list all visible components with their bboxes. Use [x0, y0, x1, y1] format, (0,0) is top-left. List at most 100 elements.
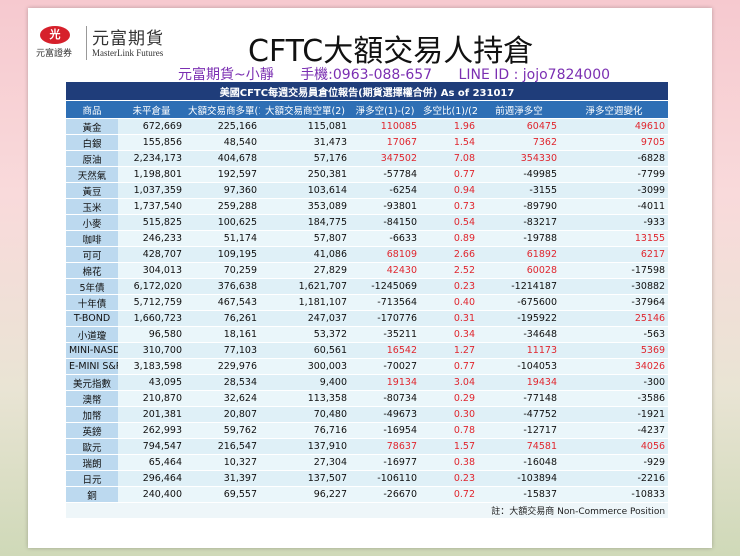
- cell: -12717: [478, 422, 560, 439]
- cell: 60475: [478, 118, 560, 135]
- row-label: 銅: [66, 486, 118, 503]
- cell: 19434: [478, 374, 560, 391]
- row-label: T-BOND: [66, 310, 118, 327]
- cell: 49610: [560, 118, 669, 135]
- cell: 42430: [350, 262, 420, 279]
- table: 美國CFTC每週交易員倉位報告(期貨選擇權合併) As of 231017 商品…: [66, 82, 669, 519]
- cell: 31,397: [185, 470, 260, 487]
- row-label: 天然氣: [66, 166, 118, 183]
- table-row: 原油 2,234,173 404,678 57,176 347502 7.08 354330…: [66, 150, 669, 167]
- cell: -6254: [350, 182, 420, 199]
- cell: 0.89: [420, 230, 478, 247]
- contact-phone: 手機:0963-088-657: [300, 67, 433, 83]
- cell: 13155: [560, 230, 669, 247]
- cell: 310,700: [118, 342, 185, 359]
- cell: 0.77: [420, 166, 478, 183]
- table-row: 美元指數 43,095 28,534 9,400 19134 3.04 19434 -300: [66, 374, 669, 391]
- row-label: 美元指數: [66, 374, 118, 391]
- cell: 137,507: [260, 470, 350, 487]
- cell: -7799: [560, 166, 669, 183]
- cell: -195922: [478, 310, 560, 327]
- cell: 109,195: [185, 246, 260, 263]
- cell: 65,464: [118, 454, 185, 471]
- cell: 115,081: [260, 118, 350, 135]
- cell: 0.30: [420, 406, 478, 423]
- cell: 247,037: [260, 310, 350, 327]
- row-label: 加幣: [66, 406, 118, 423]
- cell: 32,624: [185, 390, 260, 407]
- cell: 225,166: [185, 118, 260, 135]
- cell: 229,976: [185, 358, 260, 375]
- row-label: 歐元: [66, 438, 118, 455]
- cell: -49673: [350, 406, 420, 423]
- cell: -3155: [478, 182, 560, 199]
- cell: 404,678: [185, 150, 260, 167]
- cell: 672,669: [118, 118, 185, 135]
- logo-sub: 元富證券: [36, 49, 73, 59]
- cell: 100,625: [185, 214, 260, 231]
- cell: 18,161: [185, 326, 260, 343]
- cell: -15837: [478, 486, 560, 503]
- cell: 74581: [478, 438, 560, 455]
- cell: 27,829: [260, 262, 350, 279]
- cell: 60,561: [260, 342, 350, 359]
- cell: -106110: [350, 470, 420, 487]
- cell: -30882: [560, 278, 669, 295]
- cell: 1.57: [420, 438, 478, 455]
- logo-separator: [86, 26, 87, 60]
- row-label: MINI-NASDAQ: [66, 342, 118, 359]
- cell: -675600: [478, 294, 560, 311]
- cell: 300,003: [260, 358, 350, 375]
- cell: 0.54: [420, 214, 478, 231]
- cell: -17598: [560, 262, 669, 279]
- cell: 11173: [478, 342, 560, 359]
- cell: 5,712,759: [118, 294, 185, 311]
- row-label: 5年債: [66, 278, 118, 295]
- cell: 77,103: [185, 342, 260, 359]
- cell: 96,580: [118, 326, 185, 343]
- cell: 353,089: [260, 198, 350, 215]
- cell: 184,775: [260, 214, 350, 231]
- cell: 78637: [350, 438, 420, 455]
- cell: 103,614: [260, 182, 350, 199]
- cell: -37964: [560, 294, 669, 311]
- table-note: 註：大額交易商 Non-Commerce Position: [66, 502, 669, 519]
- table-row: 十年債 5,712,759 467,543 1,181,107 -713564 0.40-…: [66, 294, 669, 311]
- row-label: 小麥: [66, 214, 118, 231]
- table-caption: 美國CFTC每週交易員倉位報告(期貨選擇權合併) As of 231017: [66, 82, 669, 101]
- cell: 16542: [350, 342, 420, 359]
- cell: 2.52: [420, 262, 478, 279]
- cell: -35211: [350, 326, 420, 343]
- company-en: MasterLink Futures: [92, 48, 164, 58]
- cell: 0.72: [420, 486, 478, 503]
- cell: -3099: [560, 182, 669, 199]
- cell: -16048: [478, 454, 560, 471]
- table-row: 黃豆 1,037,359 97,360 103,614 -6254 0.94 -3155 -3…: [66, 182, 669, 199]
- cell: 2.66: [420, 246, 478, 263]
- column-header: 淨多空(1)-(2): [350, 100, 420, 119]
- table-row: 澳幣 210,870 32,624 113,358 -80734 0.29 -77148 -3…: [66, 390, 669, 407]
- row-label: 玉米: [66, 198, 118, 215]
- card: 光 元富證券 元富期貨 MasterLink Futures CFTC大額交易人…: [28, 8, 712, 548]
- logo-mark: 光: [40, 26, 70, 44]
- cell: 48,540: [185, 134, 260, 151]
- table-row: 玉米 1,737,540 259,288 353,089 -93801 0.73 -8979…: [66, 198, 669, 215]
- cell: 34026: [560, 358, 669, 375]
- cell: 155,856: [118, 134, 185, 151]
- cell: -57784: [350, 166, 420, 183]
- cell: 41,086: [260, 246, 350, 263]
- table-row: 銅 240,400 69,557 96,227 -26670 0.72 -15837 -108…: [66, 486, 669, 503]
- contact-name: 元富期貨~小靜: [178, 67, 274, 83]
- row-label: 黃豆: [66, 182, 118, 199]
- cell: 515,825: [118, 214, 185, 231]
- cell: 27,304: [260, 454, 350, 471]
- cell: 9,400: [260, 374, 350, 391]
- column-header: 多空比(1)/(2): [420, 100, 478, 119]
- cell: 1,037,359: [118, 182, 185, 199]
- cell: -4237: [560, 422, 669, 439]
- row-label: 白銀: [66, 134, 118, 151]
- cell: 19134: [350, 374, 420, 391]
- cell: -84150: [350, 214, 420, 231]
- cell: 20,807: [185, 406, 260, 423]
- cell: -3586: [560, 390, 669, 407]
